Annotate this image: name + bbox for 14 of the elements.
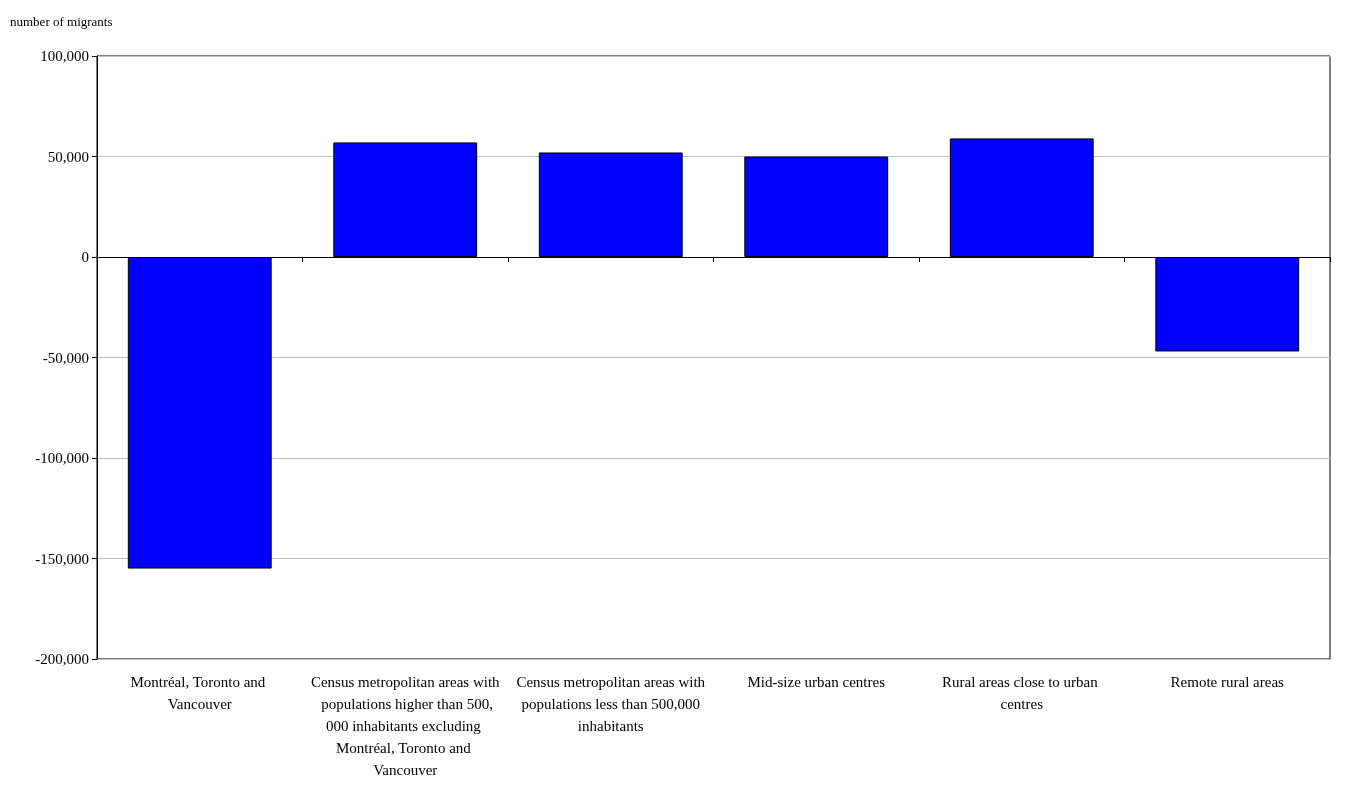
x-tick-label: Remote rural areas <box>1170 674 1285 690</box>
x-tick-label: Rural areas close to urban centres <box>941 674 1102 712</box>
y-tick-label: -100,000 <box>35 450 89 466</box>
y-tick-label: -50,000 <box>42 349 89 366</box>
x-tick-label: Mid-size urban centres <box>747 674 886 690</box>
y-tick-label: 0 <box>81 249 89 265</box>
x-tick-label: Census metropolitan areas with populations higher than 500,000 inhabitants excluding Montréal, Toronto and Vancouver <box>310 674 501 778</box>
y-tick-label: 100,000 <box>40 48 89 64</box>
y-axis-title: number of migrants <box>10 14 113 29</box>
y-tick-label: -150,000 <box>35 550 89 567</box>
x-tick-label: Montréal, Toronto and Vancouver <box>130 674 270 712</box>
y-tick-label: 50,000 <box>47 148 89 165</box>
x-tick-label: Census metropolitan areas with populations less than 500,000 inhabitants <box>516 674 706 734</box>
y-tick-label: -200,000 <box>35 651 89 667</box>
